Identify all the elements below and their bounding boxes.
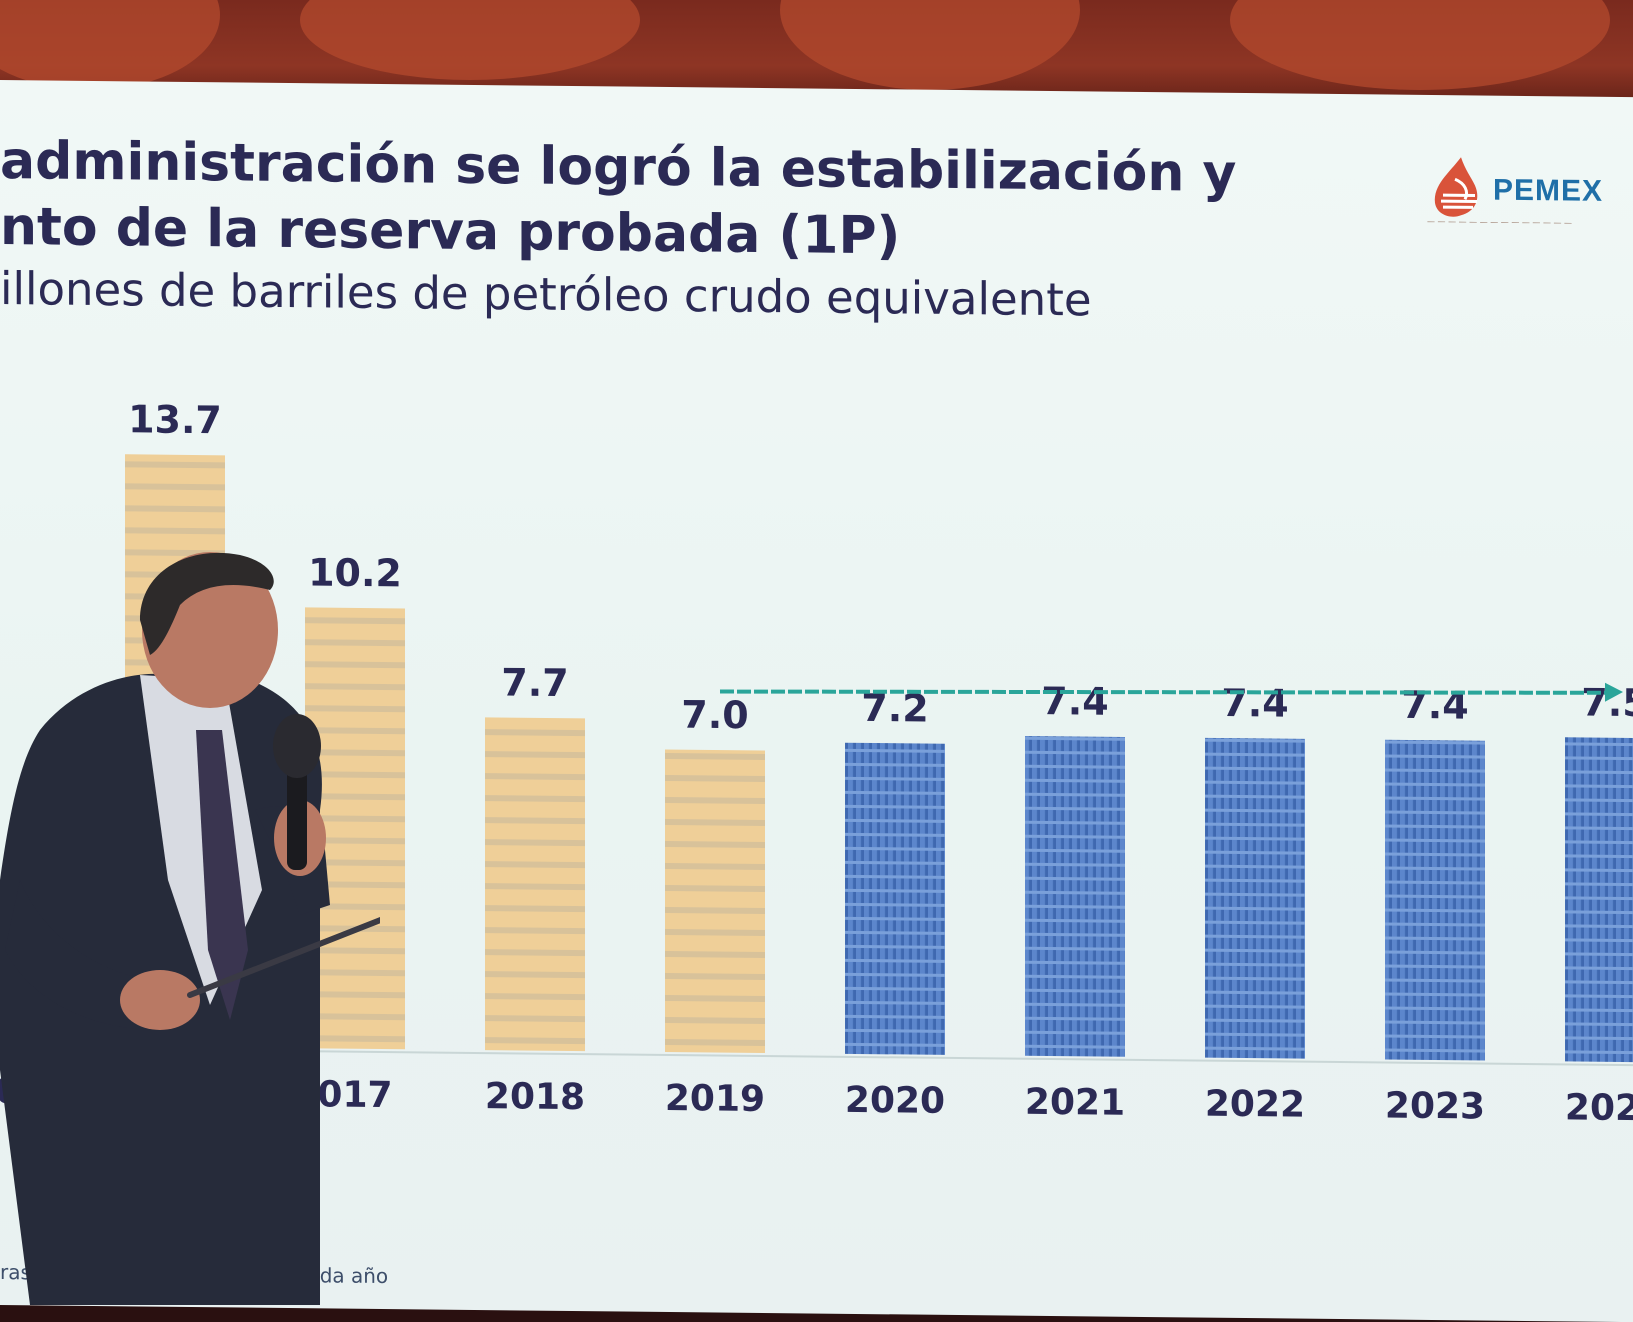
- slide-title-line-2: nto de la reserva probada (1P): [0, 197, 901, 267]
- x-tick-label: 2019: [665, 1078, 765, 1120]
- pemex-flame-icon: [1434, 157, 1478, 217]
- x-tick-label: 2021: [1025, 1082, 1125, 1124]
- speaker-hair: [140, 552, 274, 655]
- x-tick-label: 2022: [1205, 1084, 1305, 1126]
- pemex-logo-tagline: — — — — — — — — — — — — — —: [1427, 216, 1573, 228]
- bar-value-label: 13.7: [128, 397, 222, 442]
- backdrop-wall: [0, 0, 1633, 110]
- bar-2021: [1025, 735, 1125, 1057]
- bar-2022: [1205, 737, 1305, 1059]
- backdrop-pattern: [1230, 0, 1610, 90]
- backdrop-pattern: [300, 0, 640, 80]
- speaker-hand-left: [120, 970, 200, 1030]
- speaker-arm-left: [5, 880, 160, 1030]
- x-tick-label: 2020: [845, 1080, 945, 1122]
- backdrop-pattern: [0, 0, 220, 90]
- bar-value-label: 7.0: [681, 693, 748, 738]
- bar-value-label: 7.4: [1041, 679, 1108, 724]
- bar-2018: [485, 717, 585, 1052]
- trend-arrow: [719, 689, 1606, 695]
- speaker-tie: [196, 730, 248, 1020]
- x-tick-label: 2023: [1385, 1086, 1485, 1128]
- bar-value-label: 7.4: [1221, 681, 1288, 726]
- microphone-icon: [273, 714, 321, 778]
- bar-2019: [665, 749, 765, 1054]
- bar-2020: [845, 742, 945, 1055]
- pemex-logo-text: PEMEX: [1493, 173, 1604, 208]
- presenter-pointer: [187, 916, 380, 998]
- trend-arrowhead-icon: [1605, 682, 1623, 702]
- microphone-handle: [287, 750, 307, 870]
- speaker-figure: [0, 552, 380, 1305]
- bar-value-label: 7.4: [1401, 683, 1468, 728]
- bar-2023: [1385, 739, 1485, 1061]
- slide-subtitle: illones de barriles de petróleo crudo eq…: [0, 262, 1092, 327]
- bar-2024: [1565, 737, 1633, 1063]
- bar-value-label: 7.7: [501, 661, 568, 706]
- x-tick-label: 017: [317, 1074, 392, 1116]
- x-tick-label: 2024: [1565, 1087, 1633, 1129]
- x-tick-label: 2018: [485, 1076, 585, 1118]
- pemex-logo: PEMEX — — — — — — — — — — — — — —: [1425, 155, 1633, 237]
- bar-value-label: 10.2: [308, 550, 402, 595]
- slide-title: administración se logró la estabilizació…: [0, 128, 1236, 273]
- backdrop-pattern: [780, 0, 1080, 90]
